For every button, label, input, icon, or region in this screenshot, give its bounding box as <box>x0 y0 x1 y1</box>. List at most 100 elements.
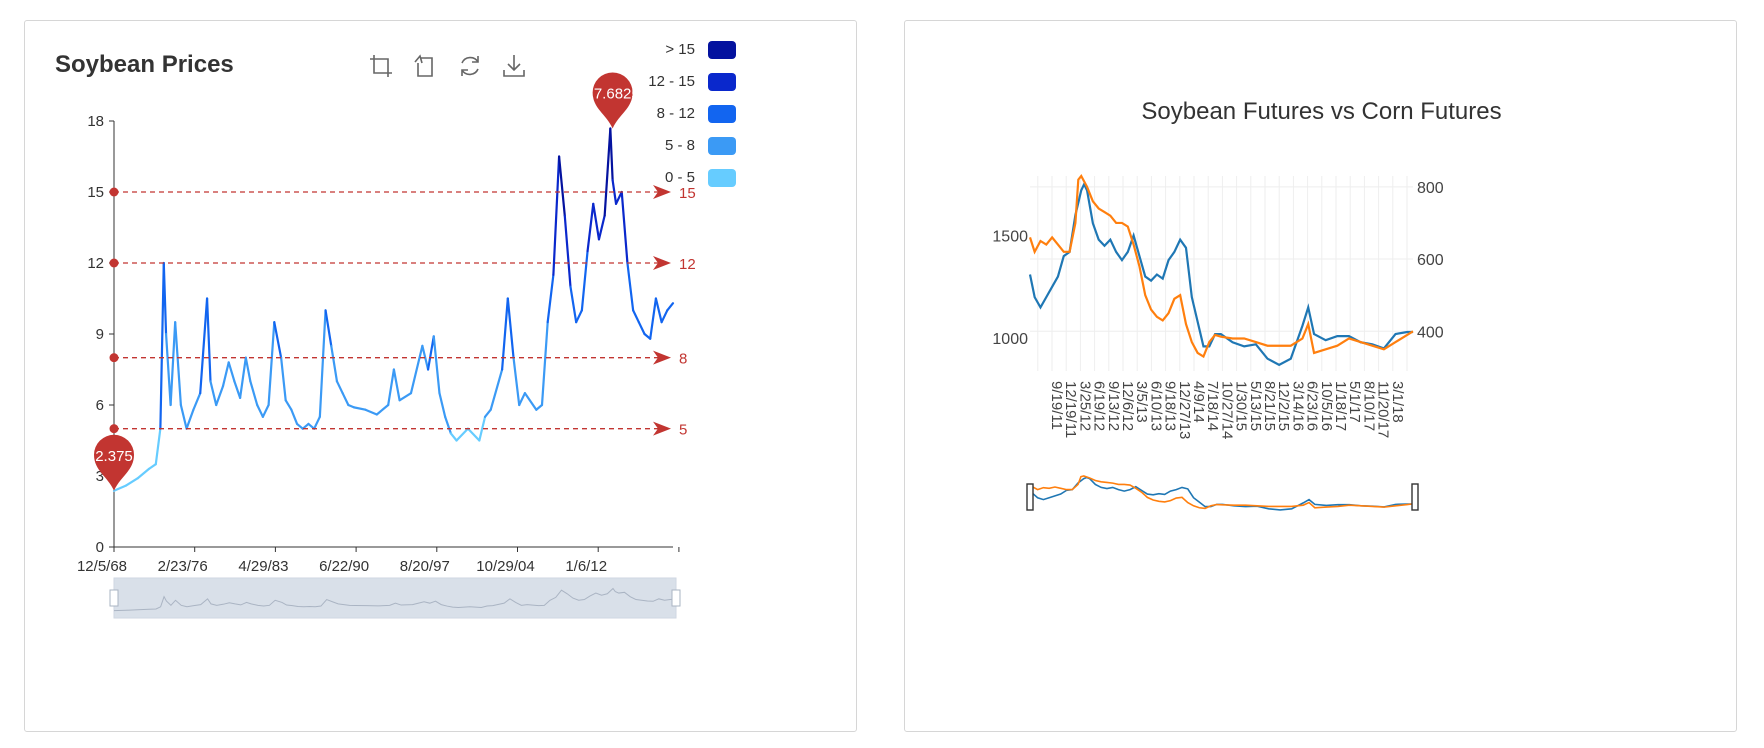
price-line-segment <box>215 384 225 407</box>
corn-futures-line <box>1028 174 1414 359</box>
x-tick-label: 12/2/15 <box>1275 381 1292 431</box>
price-line-segment <box>112 484 128 492</box>
legend-label: 0 - 5 <box>665 169 695 186</box>
price-line-segment <box>569 285 578 324</box>
x-tick-label: 9/19/11 <box>1048 381 1065 430</box>
range-slider-handle[interactable] <box>1026 483 1034 511</box>
mark-point-label: 17.6825 <box>586 86 640 103</box>
mark-line-arrow <box>653 421 671 436</box>
price-line-segment <box>273 321 283 359</box>
data-zoom-handle[interactable] <box>671 589 681 607</box>
price-line-segment <box>409 344 424 395</box>
x-tick-label: 8/21/15 <box>1261 381 1278 431</box>
y-right-tick-label: 600 <box>1417 252 1444 269</box>
price-line-segment <box>249 380 259 407</box>
price-line-segment <box>233 380 242 399</box>
legend-label: 5 - 8 <box>665 137 695 154</box>
price-line-segment <box>649 297 658 340</box>
x-tick-label: 2/23/76 <box>158 558 208 575</box>
mark-line-label: 5 <box>679 422 687 439</box>
mark-line-start <box>109 258 119 268</box>
y-right-tick-label: 800 <box>1417 180 1444 197</box>
download-icon[interactable] <box>501 53 527 79</box>
x-tick-label: 6/23/16 <box>1304 381 1321 431</box>
zoom-reset-icon[interactable] <box>412 53 438 79</box>
price-line-segment <box>159 261 165 430</box>
x-tick-label: 8/10/17 <box>1360 381 1377 431</box>
price-line-segment <box>227 361 236 383</box>
price-line-segment <box>136 467 151 480</box>
price-line-segment <box>609 127 614 182</box>
x-tick-label: 7/18/14 <box>1204 381 1221 431</box>
x-tick-label: 3/25/12 <box>1076 381 1093 431</box>
legend-label: 12 - 15 <box>648 73 695 90</box>
price-line-segment <box>518 392 527 407</box>
data-zoom-icon[interactable] <box>368 53 394 79</box>
x-tick-label: 1/30/15 <box>1233 381 1250 431</box>
mark-line-arrow <box>653 350 671 365</box>
price-line-segment <box>261 403 270 418</box>
price-line-segment <box>387 368 395 407</box>
price-line-segment <box>154 427 162 466</box>
price-line-segment <box>398 392 413 402</box>
price-line-segment <box>580 250 589 312</box>
chart-title: Soybean Futures vs Corn Futures <box>1141 98 1502 125</box>
range-slider-handle[interactable] <box>1411 483 1419 511</box>
price-line-segment <box>483 408 492 418</box>
price-line-segment <box>256 403 264 418</box>
x-tick-label: 12/5/68 <box>77 558 127 575</box>
x-tick-label: 12/6/12 <box>1119 381 1136 431</box>
price-line-segment <box>620 190 629 265</box>
data-zoom-preview <box>113 587 677 612</box>
mark-line-label: 8 <box>679 351 687 368</box>
mark-line-start <box>109 353 119 363</box>
price-line-segment <box>318 309 327 418</box>
x-tick-label: 6/19/12 <box>1091 381 1108 431</box>
x-tick-label: 10/5/16 <box>1318 381 1335 431</box>
y-tick-label: 0 <box>96 539 104 556</box>
y-tick-label: 6 <box>96 397 104 414</box>
data-zoom-handle[interactable] <box>109 589 119 607</box>
price-line-segment <box>586 202 595 253</box>
price-line-segment <box>164 332 172 407</box>
legend-label: > 15 <box>665 41 695 58</box>
price-line-segment <box>244 356 252 383</box>
price-line-segment <box>444 415 452 435</box>
x-tick-label: 10/27/14 <box>1218 381 1235 439</box>
price-line-segment <box>335 380 344 395</box>
legend-swatch <box>708 41 736 59</box>
y-tick-label: 18 <box>87 113 104 130</box>
price-line-segment <box>523 392 538 411</box>
price-line-segment <box>666 302 675 312</box>
restore-icon[interactable] <box>457 53 483 79</box>
price-line-segment <box>626 261 635 312</box>
mark-line-start <box>109 424 119 434</box>
y-tick-label: 9 <box>96 326 104 343</box>
x-tick-label: 4/29/83 <box>238 558 288 575</box>
price-line-segment <box>455 427 470 442</box>
range-slider-preview <box>1032 476 1413 511</box>
price-line-segment <box>125 477 139 487</box>
price-line-segment <box>147 463 157 470</box>
futures-card: Soybean Futures vs Corn Futures 1000 1500… <box>904 20 1737 732</box>
price-line-segment <box>426 335 435 371</box>
mark-point-label: 2.375 <box>95 448 133 465</box>
x-tick-label: 3/5/13 <box>1133 381 1150 423</box>
price-line-segment <box>478 415 487 442</box>
price-line-segment <box>535 403 544 411</box>
price-line-segment <box>174 321 182 407</box>
price-line-segment <box>597 214 606 241</box>
price-line-segment <box>438 392 447 418</box>
mark-point-pin <box>592 72 633 129</box>
y-tick-label: 15 <box>87 184 104 201</box>
price-line-segment <box>267 321 276 407</box>
mark-line-label: 15 <box>679 185 696 202</box>
x-tick-label: 6/22/90 <box>319 558 369 575</box>
mark-point-pin <box>94 434 134 491</box>
price-line-segment <box>575 309 583 324</box>
price-line-segment <box>421 344 430 371</box>
y-tick-label: 3 <box>96 468 104 485</box>
price-line-segment <box>205 297 212 383</box>
chart-title: Soybean Prices <box>55 51 234 78</box>
price-line-segment <box>392 368 401 402</box>
